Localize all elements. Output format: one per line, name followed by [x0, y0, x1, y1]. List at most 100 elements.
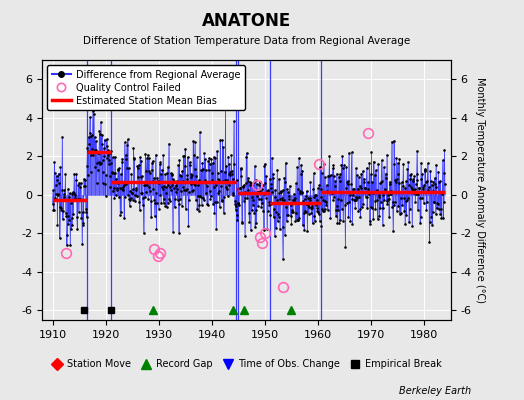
- Point: [292, 216, 301, 223]
- Point: [172, 186, 181, 192]
- Point: [72, 171, 81, 177]
- Point: [290, 191, 298, 197]
- Point: [220, 194, 228, 200]
- Point: [152, 226, 161, 232]
- Point: [342, 164, 351, 170]
- Point: [356, 206, 364, 212]
- Point: [225, 170, 233, 177]
- Point: [417, 214, 425, 220]
- Point: [303, 202, 312, 208]
- Point: [212, 182, 220, 188]
- Point: [351, 205, 359, 211]
- Point: [433, 205, 441, 212]
- Point: [260, 160, 269, 167]
- Point: [285, 192, 293, 199]
- Point: [384, 196, 392, 202]
- Point: [287, 221, 296, 228]
- Point: [438, 190, 446, 196]
- Point: [158, 184, 166, 190]
- Point: [412, 177, 421, 184]
- Point: [186, 161, 194, 168]
- Point: [259, 191, 268, 198]
- Point: [111, 154, 119, 160]
- Point: [403, 195, 412, 201]
- Point: [421, 168, 430, 175]
- Point: [286, 200, 294, 207]
- Point: [166, 198, 174, 204]
- Point: [405, 219, 413, 225]
- Point: [108, 168, 116, 175]
- Point: [71, 197, 80, 203]
- Point: [429, 188, 437, 194]
- Point: [90, 134, 99, 140]
- Point: [147, 167, 156, 174]
- Point: [163, 170, 171, 176]
- Point: [295, 215, 303, 222]
- Point: [138, 190, 147, 197]
- Point: [92, 146, 101, 153]
- Point: [236, 166, 245, 172]
- Point: [398, 202, 407, 208]
- Point: [75, 197, 84, 203]
- Point: [171, 196, 179, 202]
- Point: [235, 185, 244, 192]
- Point: [272, 209, 280, 215]
- Point: [361, 185, 369, 191]
- Point: [179, 184, 187, 190]
- Point: [126, 188, 134, 194]
- Point: [330, 194, 339, 200]
- Point: [106, 173, 114, 179]
- Point: [147, 198, 155, 204]
- Point: [173, 178, 181, 185]
- Point: [256, 188, 265, 194]
- Point: [410, 190, 418, 197]
- Point: [340, 189, 348, 196]
- Point: [330, 173, 338, 179]
- Point: [130, 155, 138, 161]
- Point: [249, 197, 258, 203]
- Point: [200, 196, 208, 203]
- Point: [189, 138, 198, 144]
- Point: [314, 185, 322, 191]
- Point: [241, 233, 249, 239]
- Point: [211, 155, 220, 162]
- Point: [231, 198, 239, 204]
- Point: [105, 150, 114, 156]
- Point: [88, 146, 96, 152]
- Point: [408, 223, 417, 229]
- Point: [351, 196, 359, 203]
- Point: [160, 196, 169, 202]
- Point: [54, 170, 63, 177]
- Point: [224, 153, 232, 160]
- Point: [197, 167, 205, 173]
- Point: [293, 164, 301, 170]
- Point: [352, 165, 360, 172]
- Point: [265, 199, 273, 205]
- Point: [154, 178, 162, 184]
- Point: [291, 194, 299, 201]
- Point: [386, 181, 395, 187]
- Point: [187, 174, 195, 180]
- Point: [104, 152, 112, 158]
- Point: [375, 213, 384, 220]
- Point: [384, 192, 392, 198]
- Point: [375, 194, 383, 200]
- Point: [364, 186, 373, 192]
- Point: [95, 128, 104, 134]
- Point: [394, 170, 402, 177]
- Point: [290, 197, 299, 203]
- Point: [435, 189, 444, 195]
- Point: [300, 196, 309, 202]
- Point: [348, 221, 357, 228]
- Point: [288, 207, 297, 213]
- Point: [289, 197, 297, 203]
- Point: [224, 192, 232, 199]
- Point: [343, 181, 352, 188]
- Point: [336, 217, 345, 224]
- Point: [272, 225, 280, 232]
- Point: [315, 182, 323, 188]
- Point: [415, 185, 423, 192]
- Point: [434, 201, 442, 207]
- Point: [161, 202, 170, 209]
- Point: [77, 180, 85, 186]
